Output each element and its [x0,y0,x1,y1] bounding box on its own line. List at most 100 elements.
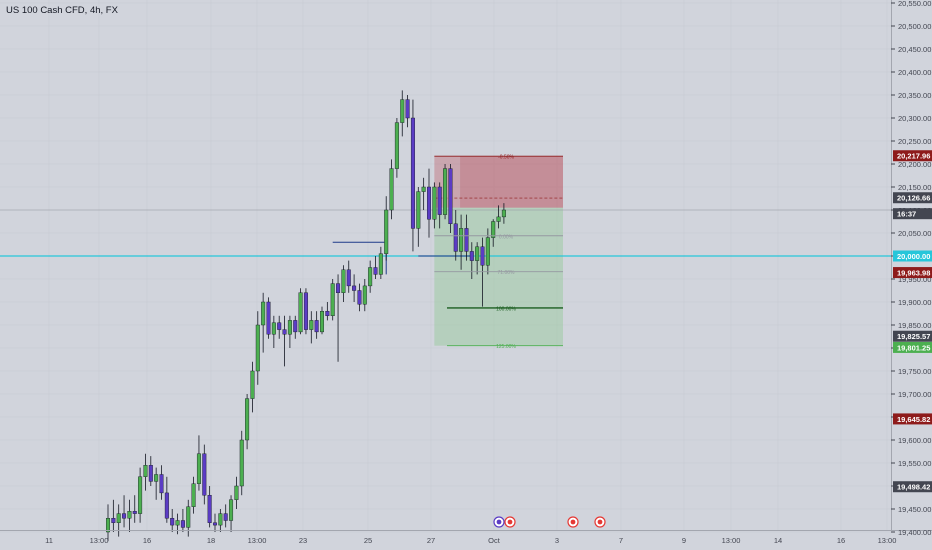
price-tick-label: 19,400.00 [898,528,931,537]
candle [346,269,351,287]
economic-events[interactable] [493,516,606,528]
price-label-box [893,192,932,204]
candle [282,329,287,335]
candle [261,301,266,326]
candle [277,322,282,330]
stop-loss-zone-inner [460,156,563,208]
candle [159,474,164,494]
time-tick-label: 18 [207,536,215,545]
time-tick-label: 13:00 [722,536,741,545]
candle [143,465,148,477]
candle [234,485,239,501]
price-label-box [893,150,932,162]
price-tick-label: 20,300.00 [898,114,931,123]
candle [453,223,458,252]
candle [320,311,325,333]
candle [122,513,127,519]
price-label: 19,963.98 [897,269,930,278]
candle [164,492,169,519]
candle [202,453,207,496]
candle [475,246,480,261]
price-label: 16:37 [897,210,916,219]
candle [373,267,378,275]
time-tick-label: 16 [143,536,151,545]
price-tick-label: 20,050.00 [898,229,931,238]
chart-title: US 100 Cash CFD, 4h, FX [6,5,119,16]
candle [154,474,159,482]
time-tick-label: Oct [488,536,501,545]
price-label: 19,645.82 [897,415,930,424]
candle [223,513,228,521]
price-tick-label: 19,700.00 [898,390,931,399]
candle [180,520,185,528]
price-tick-label: 20,550.00 [898,0,931,8]
candle [437,186,442,215]
candle [352,285,357,291]
candle [245,398,250,441]
candle [384,209,389,254]
time-tick-label: 27 [427,536,435,545]
candle [298,292,303,333]
candle [368,267,373,287]
price-label: 19,801.25 [897,343,930,352]
candles[interactable] [105,90,506,542]
candle [212,522,217,526]
time-tick-label: 7 [619,536,623,545]
candle [405,99,410,119]
price-tick-label: 20,150.00 [898,183,931,192]
fib-level-label: 71.00% [498,270,516,276]
candle [132,511,137,514]
candle [469,251,474,261]
candle [309,320,314,330]
price-tick-label: 19,750.00 [898,367,931,376]
candle [105,518,110,533]
time-tick-label: 16 [837,536,845,545]
price-label: 20,126.66 [897,194,930,203]
candle [362,285,367,305]
candle [357,290,362,305]
price-tick-label: 20,500.00 [898,22,931,31]
candle [127,511,132,519]
time-tick-label: 11 [45,536,53,545]
time-tick-label: 25 [364,536,372,545]
candle [255,324,260,372]
candle [303,292,308,330]
price-label: 20,000.00 [897,252,930,261]
candle [170,518,175,526]
candle [464,228,469,252]
candle [191,483,196,507]
price-tick-label: 19,600.00 [898,436,931,445]
candle [389,168,394,211]
candle [250,370,255,399]
time-axis[interactable]: 11 13:00 16 18 13:00 23 25 27 Oct 3 7 9 13:00 14 16 13:… [45,536,896,545]
candle [501,209,506,218]
candle [266,301,271,335]
price-tick-label: 19,950.00 [898,275,931,284]
event-icon-dot [496,519,502,525]
candle [448,168,453,225]
fib-level-label: 100.00% [496,306,516,312]
candle [325,311,330,317]
price-tick-label: 20,400.00 [898,68,931,77]
candle [480,246,485,266]
candle [432,186,437,220]
time-tick-label: 23 [299,536,307,545]
candle [138,476,143,514]
candle [485,237,490,266]
candle [111,518,116,524]
candle [394,122,399,169]
time-tick-label: 13:00 [878,536,897,545]
price-tick-label: 19,850.00 [898,321,931,330]
event-icon-dot [507,519,513,525]
price-label-box [893,208,932,220]
candle [314,320,319,333]
price-tick-label: 19,550.00 [898,459,931,468]
candle [421,186,426,192]
candle [410,117,415,229]
price-label: 19,498.42 [897,483,930,492]
price-label-box [893,413,932,425]
price-label: 20,217.96 [897,152,930,161]
candle [116,513,121,523]
price-axis[interactable]: 20,550.00 20,500.00 20,450.00 20,400.00 20,3… [891,0,932,537]
